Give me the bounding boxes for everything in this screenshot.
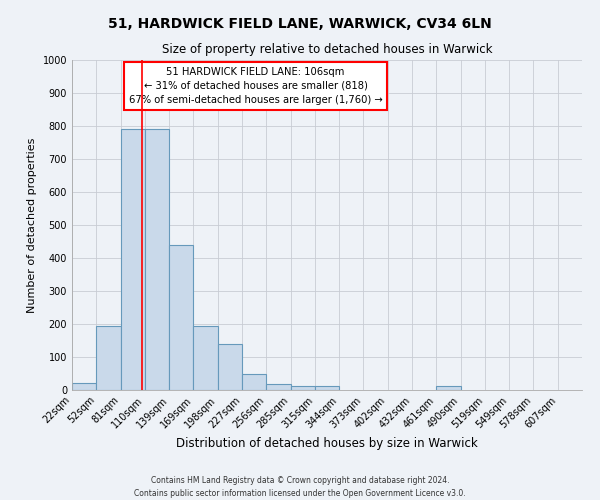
Bar	[315, 386, 339, 390]
Bar	[169, 245, 193, 390]
Bar	[72, 384, 96, 390]
Bar	[145, 130, 169, 390]
Title: Size of property relative to detached houses in Warwick: Size of property relative to detached ho…	[162, 43, 492, 56]
Bar	[96, 326, 121, 390]
Bar	[266, 384, 290, 390]
X-axis label: Distribution of detached houses by size in Warwick: Distribution of detached houses by size …	[176, 437, 478, 450]
Bar	[436, 386, 461, 390]
Bar	[242, 374, 266, 390]
Bar	[193, 326, 218, 390]
Bar	[218, 344, 242, 390]
Bar	[121, 130, 145, 390]
Bar	[290, 386, 315, 390]
Text: 51, HARDWICK FIELD LANE, WARWICK, CV34 6LN: 51, HARDWICK FIELD LANE, WARWICK, CV34 6…	[108, 18, 492, 32]
Text: Contains HM Land Registry data © Crown copyright and database right 2024.
Contai: Contains HM Land Registry data © Crown c…	[134, 476, 466, 498]
Y-axis label: Number of detached properties: Number of detached properties	[27, 138, 37, 312]
Text: 51 HARDWICK FIELD LANE: 106sqm
← 31% of detached houses are smaller (818)
67% of: 51 HARDWICK FIELD LANE: 106sqm ← 31% of …	[129, 66, 382, 104]
